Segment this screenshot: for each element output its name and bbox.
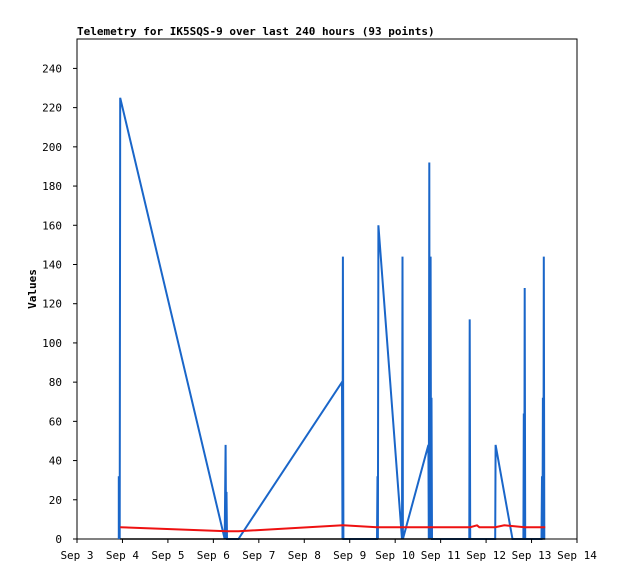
series-layer	[117, 97, 546, 540]
x-tick-label: Sep 4	[106, 549, 139, 562]
y-tick-label: 200	[42, 141, 62, 154]
x-tick-label: Sep 5	[151, 549, 184, 562]
y-axis: 0 20 40 60 80 100 120 140 160 180 200 220 240	[42, 62, 77, 546]
x-tick-label: Sep 10	[375, 549, 415, 562]
x-axis: Sep 3 Sep 4 Sep 5 Sep 6 Sep 7 Sep 8 Sep 9 Sep 1…	[60, 539, 597, 562]
y-tick-label: 160	[42, 219, 62, 232]
y-tick-label: 0	[55, 533, 62, 546]
series-line-1	[117, 97, 546, 540]
plot-area	[76, 38, 578, 540]
y-axis-label: Values	[26, 269, 39, 309]
x-tick-label: Sep 6	[197, 549, 230, 562]
y-tick-label: 120	[42, 298, 62, 311]
y-tick-label: 40	[49, 455, 62, 468]
y-tick-label: 100	[42, 337, 62, 350]
y-tick-label: 60	[49, 415, 62, 428]
y-tick-label: 80	[49, 376, 62, 389]
x-tick-label: Sep 14	[557, 549, 597, 562]
y-tick-label: 180	[42, 180, 62, 193]
y-tick-label: 140	[42, 258, 62, 271]
x-tick-label: Sep 7	[242, 549, 275, 562]
y-tick-label: 20	[49, 494, 62, 507]
y-tick-label: 220	[42, 102, 62, 115]
x-tick-label: Sep 8	[288, 549, 321, 562]
x-tick-label: Sep 12	[466, 549, 506, 562]
chart-title: Telemetry for IK5SQS-9 over last 240 hou…	[77, 25, 435, 38]
x-tick-label: Sep 13	[512, 549, 552, 562]
x-tick-label: Sep 11	[421, 549, 461, 562]
series-line-2	[120, 524, 546, 533]
x-tick-label: Sep 9	[333, 549, 366, 562]
y-tick-label: 240	[42, 62, 62, 75]
x-tick-label: Sep 3	[60, 549, 93, 562]
